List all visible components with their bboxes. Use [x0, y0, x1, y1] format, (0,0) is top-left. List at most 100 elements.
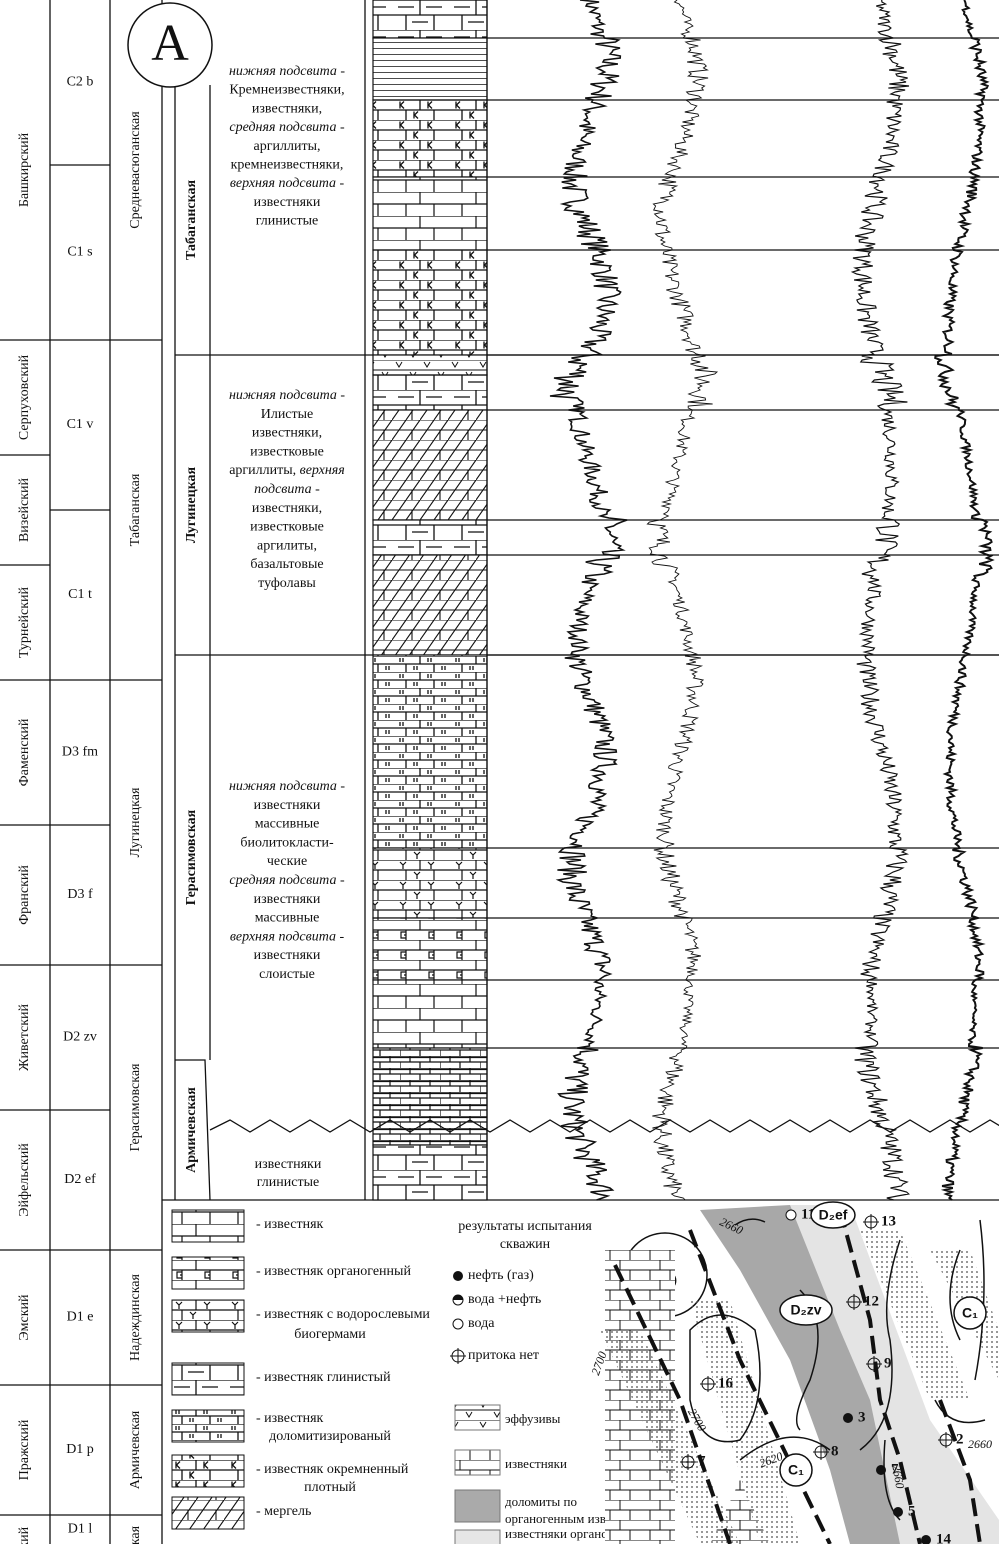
suite-label: Лугинецкая [128, 787, 143, 857]
well [893, 1507, 903, 1517]
suite-label: Армичевская [128, 1410, 143, 1489]
formation-description: известняки, [252, 426, 322, 441]
legend-text: доломиты по [505, 1494, 577, 1509]
page: А Б БашкирскийСерпуховскийВизейскийТурне… [0, 0, 999, 1544]
log-curve [935, 0, 992, 1200]
lithology-layer [373, 177, 487, 250]
lithology-layer [373, 918, 487, 980]
formation-description: базальтовые [250, 557, 323, 572]
legend-text: нефть (газ) [468, 1268, 534, 1283]
lithology-layer [373, 1145, 487, 1200]
lithology-layer [373, 1048, 487, 1145]
legend-text: - известняк [256, 1411, 324, 1426]
index-label: D3 f [67, 887, 93, 902]
formation-description: средняя подсвита - [229, 120, 345, 135]
index-label: C1 s [67, 245, 92, 260]
formation-description: кремнеизвестняки, [231, 158, 344, 173]
stage-label: Башкирский [17, 132, 32, 207]
index-label: D2 ef [64, 1172, 96, 1187]
index-label: D1 l [68, 1522, 93, 1537]
formation-description: нижняя подсвита - [229, 388, 345, 403]
lithology-layer [373, 0, 487, 38]
stage-label: Эйфельский [17, 1143, 32, 1217]
stage-label: охковский [17, 1526, 32, 1544]
legend-text: плотный [304, 1480, 356, 1495]
formation-description: известняки [254, 892, 321, 907]
legend-text: - известняк глинистый [256, 1370, 391, 1385]
legend-swatch [455, 1405, 500, 1430]
formation-description: известняки [255, 1157, 322, 1172]
formation-description: средняя подсвита - [229, 873, 345, 888]
map-unit: C₁ [788, 1462, 804, 1478]
lithology-layer [373, 100, 487, 177]
legend-swatch [172, 1410, 244, 1442]
formation-description: нижняя подсвита - [229, 64, 345, 79]
formation-description: известняки [254, 195, 321, 210]
lithology-layer [373, 410, 487, 520]
formation-name: Табаганская [184, 180, 199, 260]
well [863, 1214, 879, 1230]
log-curve [853, 0, 910, 1200]
index-label: D1 e [67, 1310, 94, 1325]
map-unit: D₂ef [819, 1207, 848, 1223]
lithology-layer [373, 250, 487, 355]
stage-label: Пражский [17, 1419, 32, 1480]
formation-description: подсвита - [254, 482, 320, 497]
map-unit: D₂zv [790, 1302, 821, 1318]
formation-description: аргиллиты, верхняя [229, 463, 345, 478]
formation-name: Лугинецкая [184, 466, 199, 543]
map-unit: C₁ [962, 1305, 978, 1321]
well-number: 9 [884, 1355, 892, 1371]
well-number: 14 [936, 1531, 952, 1544]
well-number: 7 [698, 1453, 706, 1469]
well-number: 13 [881, 1213, 896, 1229]
formation-description: аргиллиты, [254, 139, 321, 154]
well-number: 8 [831, 1443, 839, 1459]
legend-text: вода +нефть [468, 1292, 541, 1307]
well [843, 1413, 853, 1423]
lithology-layer [373, 375, 487, 410]
lithology-layer [373, 555, 487, 655]
legend-text: - известняк с водорослевыми [256, 1307, 430, 1322]
formation-description: туфолавы [258, 576, 316, 591]
well-number: 2 [956, 1431, 964, 1447]
legend-swatch [455, 1490, 500, 1522]
log-curve [647, 0, 717, 1200]
formation-description: известковые [250, 445, 324, 460]
legend-symbol [453, 1271, 463, 1281]
index-label: D2 zv [63, 1030, 97, 1045]
formation-description: аргилиты, [257, 539, 317, 554]
legend-text: вода [468, 1316, 495, 1331]
stage-label: Живетский [17, 1003, 32, 1071]
legend-text: - известняк окремненный [256, 1462, 409, 1477]
well [786, 1210, 796, 1220]
legend-text: известняки [505, 1456, 567, 1471]
contour-label: 2660 [968, 1437, 992, 1451]
panel-label: А [151, 15, 189, 72]
stage-label: Эмский [17, 1294, 32, 1341]
legend-swatch [172, 1257, 244, 1289]
legend-title: результаты испытания [458, 1219, 592, 1234]
log-curve [550, 0, 627, 1200]
legend-symbol [453, 1295, 463, 1300]
legend-title: скважин [500, 1237, 551, 1252]
formation-description: Кремнеизвестняки, [229, 83, 344, 98]
stage-label: Фаменский [17, 718, 32, 786]
well-number: 3 [858, 1409, 866, 1425]
stage-label: Турнейский [17, 586, 32, 658]
lithology-layer [373, 355, 487, 375]
legend-swatch [172, 1300, 244, 1332]
formation-description: слоистые [259, 967, 315, 982]
legend-swatch [455, 1530, 500, 1544]
zigzag-boundary [210, 1120, 999, 1132]
formation-description: известковые [250, 520, 324, 535]
legend-swatch [172, 1363, 244, 1395]
legend-swatch [455, 1450, 500, 1475]
formation-name: Герасимовская [184, 809, 199, 905]
stage-label: Серпуховский [17, 354, 32, 440]
figure: А Б БашкирскийСерпуховскийВизейскийТурне… [0, 0, 999, 1544]
index-label: D1 p [66, 1442, 94, 1457]
lithology-layer [373, 38, 487, 100]
suite-label: Средневасюганская [128, 111, 143, 229]
formation-name: Армичевская [184, 1087, 199, 1173]
